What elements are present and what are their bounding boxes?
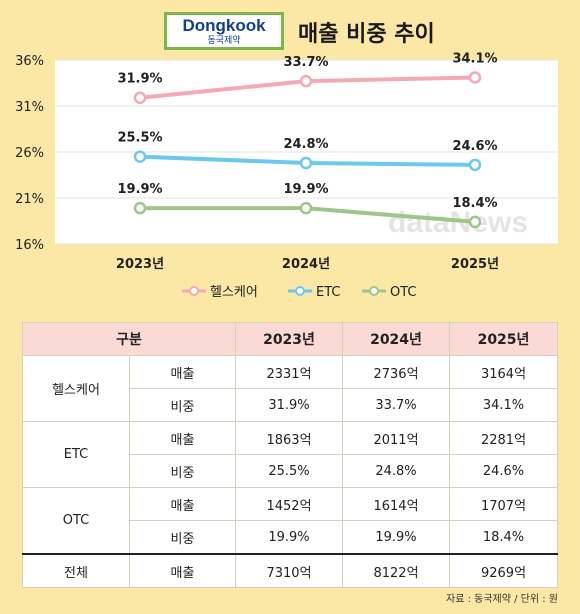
table-cell: 9269억 (449, 553, 559, 588)
table-row: 비중 31.9% 33.7% 34.1% (23, 388, 559, 422)
data-point (299, 74, 313, 88)
data-label: 33.7% (283, 55, 328, 70)
table-header-row: 구분 2023년 2024년 2025년 (21, 322, 559, 356)
table-row: ETC 매출 1863억 2011억 2281억 (22, 421, 559, 488)
table-header-category: 구분 (21, 322, 237, 356)
logo-text: Dongkook (182, 16, 266, 35)
table-cell: 18.4% (449, 520, 559, 555)
table-group-total: 전체 (22, 553, 130, 588)
table-group-otc: OTC (22, 487, 130, 555)
logo-subtext: 동국제약 (207, 36, 241, 46)
chart-title: 매출 비중 추이 (298, 22, 435, 47)
table-cell: 31.9% (235, 388, 344, 422)
table-row: 비중 25.5% 24.8% 24.6% (23, 454, 559, 488)
table-cell: 19.9% (235, 520, 344, 555)
table-cell: 8122억 (342, 553, 451, 588)
y-tick-label: 21% (15, 192, 44, 207)
y-tick-label: 26% (15, 146, 44, 161)
y-tick-label: 36% (15, 54, 44, 69)
table-cell: 33.7% (342, 388, 451, 422)
table-cell: 2736억 (342, 355, 451, 389)
table-cell: 1614억 (342, 487, 451, 521)
table-header-year: 2023년 (235, 322, 344, 356)
table-cell: 34.1% (449, 388, 559, 422)
table-cell: 19.9% (342, 520, 451, 555)
table-row-total: 전체 매출 7310억 8122억 9269억 (22, 553, 559, 588)
data-table: 구분 2023년 2024년 2025년 헬스케어 매출 2331억 2736억… (21, 322, 559, 588)
data-point (299, 201, 313, 215)
table-header-year: 2025년 (449, 322, 559, 356)
x-tick-label: 2023년 (116, 257, 164, 272)
x-tick-label: 2025년 (451, 257, 499, 272)
data-point (133, 150, 147, 163)
table-group-healthcare: 헬스케어 (22, 355, 130, 422)
table-row-label: 매출 (128, 421, 237, 455)
table-row: 헬스케어 매출 2331억 2736억 3164억 (22, 355, 559, 422)
data-point (468, 158, 482, 172)
table-cell: 3164억 (449, 355, 559, 389)
table-cell: 25.5% (235, 454, 344, 488)
table-row-label: 매출 (128, 553, 237, 588)
table-cell: 7310억 (235, 553, 344, 588)
data-label: 34.1% (452, 51, 497, 66)
table-row-label: 매출 (128, 355, 237, 389)
table-row-label: 비중 (128, 454, 237, 488)
table-cell: 2331억 (235, 355, 344, 389)
table-row-label: 비중 (128, 520, 237, 555)
data-point (133, 91, 147, 104)
x-tick-label: 2024년 (282, 257, 330, 272)
data-label: 24.6% (452, 139, 497, 154)
legend-marker (369, 286, 379, 296)
table-cell: 24.8% (342, 454, 451, 488)
table-row-label: 매출 (128, 487, 237, 521)
legend-label: OTC (390, 285, 417, 300)
legend-label: ETC (316, 285, 340, 300)
header: Dongkook 동국제약 매출 비중 추이 (0, 8, 580, 54)
legend-label: 헬스케어 (210, 285, 258, 300)
table-row: 비중 19.9% 19.9% 18.4% (23, 520, 559, 555)
data-point (468, 215, 482, 229)
table-cell: 2011억 (342, 421, 451, 455)
table-cell: 24.6% (449, 454, 559, 488)
data-label: 19.9% (283, 182, 328, 197)
company-logo: Dongkook 동국제약 (164, 12, 284, 50)
data-label: 31.9% (117, 72, 162, 87)
legend-marker (189, 286, 199, 296)
data-label: 19.9% (117, 182, 162, 197)
table-cell: 1707억 (449, 487, 559, 521)
y-tick-label: 31% (15, 100, 44, 115)
data-point (468, 71, 482, 84)
legend-marker (295, 286, 305, 296)
data-label: 24.8% (283, 137, 328, 152)
table-cell: 1452억 (235, 487, 344, 521)
table-cell: 1863억 (235, 421, 344, 455)
table-row-label: 비중 (128, 388, 237, 422)
data-point (133, 201, 147, 215)
table-cell: 2281억 (449, 421, 559, 455)
y-tick-label: 16% (15, 238, 44, 253)
data-label: 25.5% (117, 131, 162, 146)
data-label: 18.4% (452, 196, 497, 211)
source-note: 자료 : 동국제약 / 단위 : 원 (446, 594, 558, 605)
data-point (299, 156, 313, 170)
table-row: OTC 매출 1452억 1614억 1707억 (22, 487, 559, 555)
table-group-etc: ETC (22, 421, 130, 488)
table-header-year: 2024년 (342, 322, 451, 356)
